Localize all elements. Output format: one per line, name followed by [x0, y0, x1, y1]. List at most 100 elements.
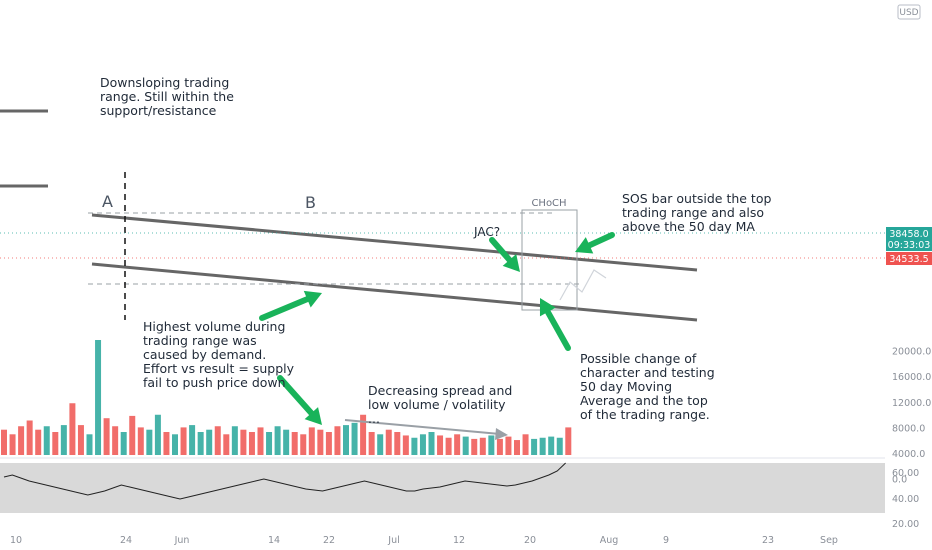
volume-bar [103, 418, 110, 455]
arrow-sos [575, 232, 615, 254]
arrow-choch-head [539, 298, 556, 317]
volume-bar [308, 427, 315, 455]
arrow-to-volume-shaft [277, 375, 315, 417]
volume-bar [86, 434, 93, 455]
annotation-highest-volume: Highest volume during trading range was … [143, 319, 295, 390]
volume-bar [189, 425, 196, 455]
volume-bar [154, 414, 161, 455]
volume-bar [556, 437, 563, 455]
volume-bar [1, 429, 7, 455]
countdown-label: 09:33:03 [888, 240, 931, 251]
label-jac: JAC? [473, 225, 500, 239]
time-tick-label: 22 [323, 535, 335, 546]
label-a: A [102, 192, 113, 211]
volume-bar [77, 425, 84, 455]
arrow-to-volume-head [304, 407, 322, 425]
decreasing-arrow-line [344, 419, 501, 435]
arrow-jac-head [502, 254, 520, 272]
volume-bar [471, 438, 478, 455]
time-tick-label: Jun [174, 535, 190, 546]
volume-bar [120, 432, 127, 455]
time-tick-label: 12 [453, 535, 465, 546]
volume-bar [368, 432, 375, 455]
volume-bar [531, 438, 538, 455]
annotation-sos: SOS bar outside the top trading range an… [622, 191, 772, 234]
ma-value-label: 34533.5 [889, 254, 928, 265]
volume-bar [479, 437, 486, 455]
price-tick-label: 12000.0 [892, 398, 931, 409]
time-tick-label: 24 [120, 535, 132, 546]
volume-bar [172, 434, 178, 455]
time-tick-label: 9 [663, 535, 669, 546]
volume-bar [283, 429, 290, 455]
choch-label: CHoCH [531, 198, 566, 209]
ma-value-badge [886, 252, 932, 265]
annotation-decreasing: Decreasing spread and low volume / volat… [368, 383, 513, 426]
volume-bar [343, 425, 349, 455]
volume-bar [69, 403, 76, 455]
decreasing-arrow-head [495, 428, 508, 440]
arrow-sos-head [575, 237, 594, 254]
volume-bar [9, 434, 16, 455]
volume-bar [112, 426, 119, 455]
volume-bar [428, 432, 435, 455]
volume-bar [26, 420, 33, 455]
volume-bar [18, 426, 25, 455]
currency-label: USD [899, 8, 918, 18]
arrow-to-b-low-head [303, 290, 322, 308]
projection-path [559, 269, 607, 301]
arrow-jac [489, 237, 520, 272]
volume-bar [411, 437, 418, 455]
oscillator-tick-label: 20.00 [892, 519, 919, 530]
volume-bar [180, 427, 187, 455]
channel-top [91, 213, 698, 272]
volume-bar [317, 429, 324, 455]
volume-bar [223, 434, 230, 455]
arrow-to-b-low [259, 290, 322, 321]
volume-bar [325, 432, 332, 455]
arrow-to-volume [277, 375, 322, 425]
volume-bar [35, 429, 42, 455]
volume-bar [377, 434, 384, 455]
volume-bar [385, 429, 392, 455]
time-tick-label: 14 [268, 535, 280, 546]
volume-bar [197, 432, 204, 455]
volume-bar [206, 429, 213, 455]
current-price-badge [886, 227, 932, 251]
arrow-jac-shaft [489, 237, 513, 263]
price-tick-label: 16000.0 [892, 372, 931, 383]
price-tick-label: 4000.0 [892, 449, 925, 460]
volume-bar [488, 435, 495, 455]
volume-bar [539, 437, 546, 455]
arrow-choch [539, 298, 571, 351]
price-tick-label: 20000.0 [892, 347, 931, 358]
volume-bar [300, 434, 307, 455]
time-tick-label: 23 [762, 535, 774, 546]
volume-bar [437, 435, 444, 455]
volume-bar [60, 425, 67, 455]
annotation-possible-change: Possible change of character and testing… [580, 351, 715, 422]
volume-bar [231, 426, 238, 455]
volume-bar [129, 415, 136, 455]
price-tick-label: 8000.0 [892, 423, 925, 434]
arrow-choch-shaft [544, 308, 571, 351]
channel-bottom [91, 262, 698, 322]
volume-bar [257, 427, 264, 455]
current-price-label: 38458.0 [889, 229, 928, 240]
volume-bar [505, 436, 512, 455]
volume-bar [402, 435, 409, 455]
oscillator-tick-label: 40.00 [892, 494, 919, 505]
volume-bar [419, 434, 426, 455]
volume-bar [514, 440, 520, 455]
time-tick-label: Aug [600, 535, 619, 546]
volume-bar [266, 432, 273, 455]
time-tick-label: 10 [10, 535, 22, 546]
annotation-downsloping: Downsloping trading range. Still within … [100, 75, 234, 118]
oscillator-band [0, 463, 885, 513]
volume-bar [565, 427, 572, 455]
label-b: B [305, 193, 316, 212]
volume-bar [248, 432, 255, 455]
volume-bar [522, 434, 529, 455]
